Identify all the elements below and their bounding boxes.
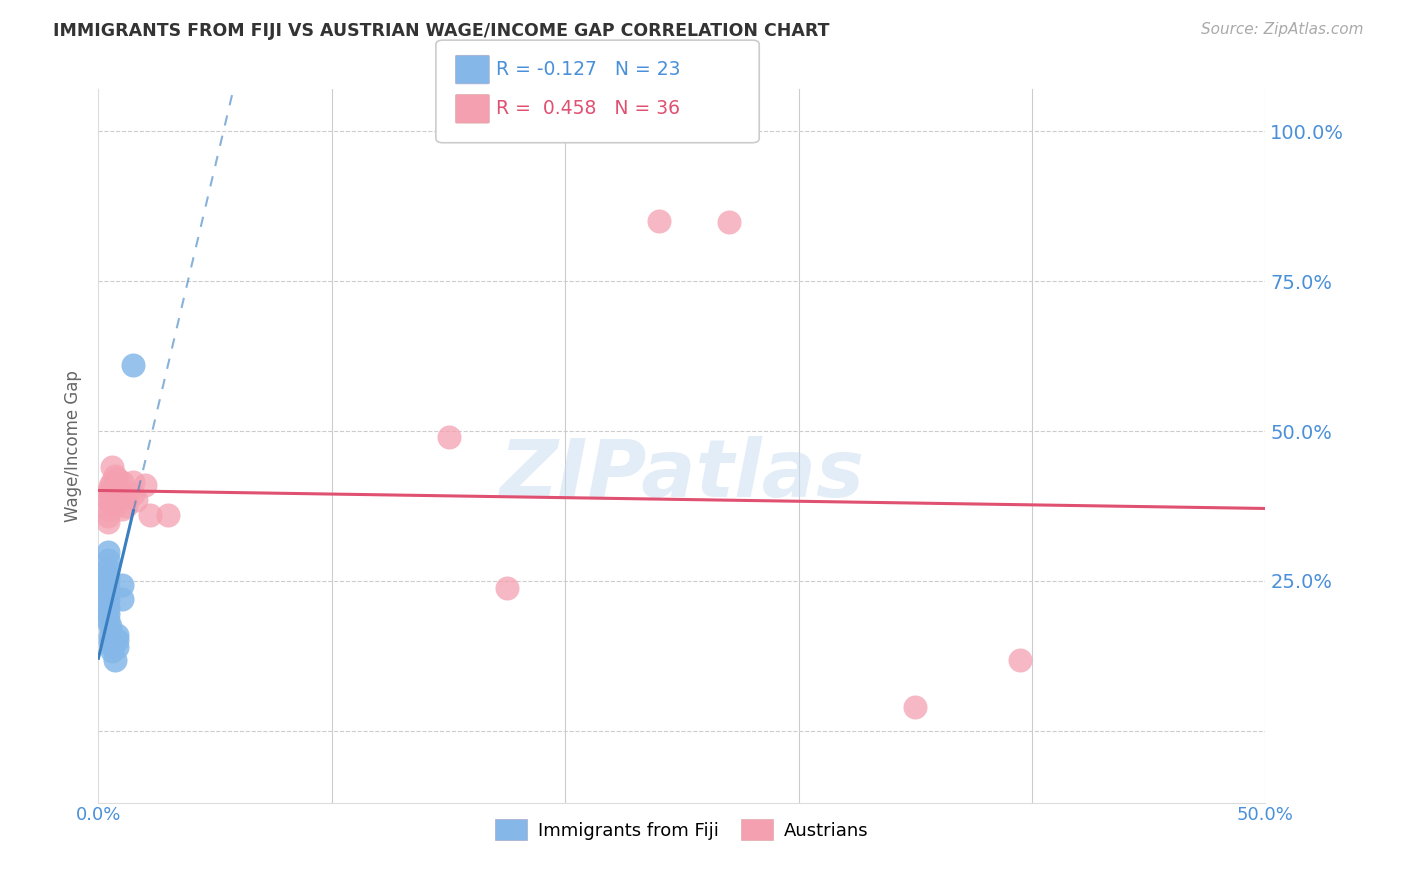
Point [105, 493, 128, 508]
Point [496, 581, 519, 595]
Point [122, 358, 145, 372]
Point [122, 487, 145, 501]
Text: 50.0%: 50.0% [1237, 805, 1294, 824]
Text: R =  0.458   N = 36: R = 0.458 N = 36 [496, 99, 681, 119]
Point [98, 619, 121, 633]
Point [98, 496, 121, 510]
Point [97, 613, 120, 627]
Point [98, 635, 121, 649]
Point [104, 490, 127, 504]
Point [105, 632, 128, 647]
Point [97, 485, 120, 500]
Point [101, 497, 124, 511]
Text: 0.0%: 0.0% [76, 805, 121, 824]
Point [98, 629, 121, 643]
Point [97, 493, 120, 508]
Point [101, 639, 124, 653]
Point [101, 644, 124, 658]
Point [647, 214, 669, 228]
Point [125, 493, 148, 508]
Point [105, 640, 128, 654]
Point [105, 487, 128, 501]
Point [134, 478, 156, 492]
Text: ZIPatlas: ZIPatlas [499, 435, 865, 514]
Point [97, 502, 120, 516]
Point [97, 593, 120, 607]
Point [157, 508, 180, 522]
Text: IMMIGRANTS FROM FIJI VS AUSTRIAN WAGE/INCOME GAP CORRELATION CHART: IMMIGRANTS FROM FIJI VS AUSTRIAN WAGE/IN… [53, 22, 830, 40]
Point [97, 574, 120, 588]
Point [101, 475, 124, 489]
Point [101, 487, 124, 501]
Point [104, 481, 127, 495]
Point [115, 490, 138, 504]
Point [97, 581, 120, 595]
Point [105, 628, 128, 642]
Point [104, 499, 127, 513]
Point [904, 699, 927, 714]
Y-axis label: Wage/Income Gap: Wage/Income Gap [65, 370, 83, 522]
Point [1010, 653, 1032, 667]
Point [111, 578, 134, 592]
Point [97, 545, 120, 559]
Point [97, 607, 120, 621]
Point [104, 653, 127, 667]
Point [139, 508, 162, 522]
Point [111, 502, 134, 516]
Point [111, 475, 134, 489]
Point [101, 460, 124, 475]
Point [104, 469, 127, 483]
Point [111, 487, 134, 501]
Point [437, 430, 460, 444]
Point [97, 509, 120, 524]
Point [105, 472, 128, 486]
Point [111, 591, 134, 606]
Text: R = -0.127   N = 23: R = -0.127 N = 23 [496, 60, 681, 79]
Point [115, 499, 138, 513]
Point [98, 479, 121, 493]
Point [97, 568, 120, 582]
Point [122, 475, 145, 489]
Legend: Immigrants from Fiji, Austrians: Immigrants from Fiji, Austrians [488, 812, 876, 847]
Point [98, 487, 121, 501]
Point [97, 601, 120, 615]
Point [97, 553, 120, 567]
Point [97, 515, 120, 529]
Point [97, 562, 120, 576]
Point [97, 587, 120, 601]
Point [717, 215, 740, 229]
Text: Source: ZipAtlas.com: Source: ZipAtlas.com [1201, 22, 1364, 37]
